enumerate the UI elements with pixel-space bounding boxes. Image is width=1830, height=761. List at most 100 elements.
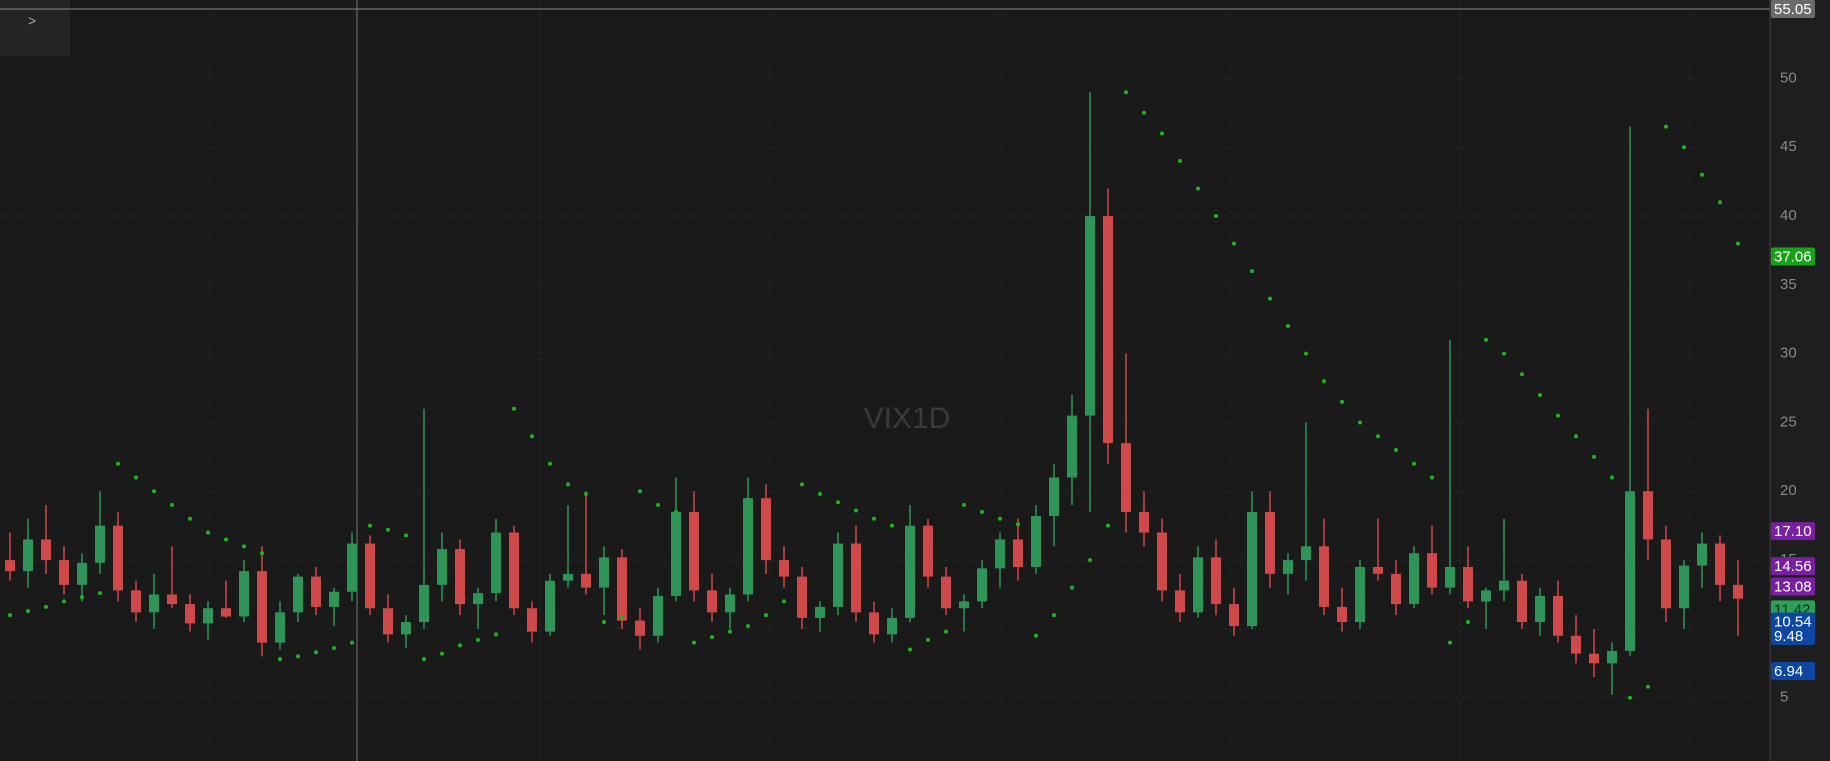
sar-dot	[1268, 296, 1272, 301]
price-tag	[1771, 577, 1815, 596]
sar-dot	[944, 629, 948, 634]
sar-dot	[1484, 337, 1488, 342]
sar-dot	[692, 640, 696, 645]
candle-body	[491, 532, 501, 594]
candle-body	[455, 549, 465, 605]
sar-dot	[512, 406, 516, 411]
sar-dot	[962, 503, 966, 508]
sar-dot	[566, 482, 570, 487]
candle-body	[1067, 415, 1077, 478]
candle-body	[1463, 566, 1473, 602]
candle-body	[77, 562, 87, 585]
sar-dot	[1430, 475, 1434, 480]
sar-dot	[1394, 447, 1398, 452]
candle-body	[1211, 557, 1221, 605]
candle-body	[1121, 443, 1131, 512]
candle-body	[779, 560, 789, 577]
candle-body	[509, 532, 519, 609]
sar-dot	[1196, 186, 1200, 191]
sar-dot	[1304, 351, 1308, 356]
sar-dot	[548, 461, 552, 466]
y-tick-label: 40	[1780, 207, 1797, 224]
candle-body	[959, 601, 969, 609]
sar-dot	[836, 500, 840, 505]
sar-dot	[1646, 684, 1650, 689]
candle-body	[1697, 543, 1707, 566]
candle-body	[113, 525, 123, 591]
y-tick-label: 30	[1780, 345, 1797, 362]
sar-dot	[1250, 269, 1254, 274]
sar-dot	[1412, 461, 1416, 466]
sar-dot	[656, 503, 660, 508]
sar-dot	[494, 632, 498, 637]
candle-body	[5, 560, 15, 572]
sar-dot	[404, 533, 408, 538]
candle-body	[1283, 560, 1293, 574]
sar-dot	[44, 604, 48, 609]
sar-dot	[1700, 172, 1704, 177]
candle-body	[995, 539, 1005, 569]
sar-dot	[278, 657, 282, 662]
candle-body	[167, 594, 177, 605]
candle-body	[293, 576, 303, 613]
candle-body	[1661, 539, 1671, 609]
candle-body	[1517, 580, 1527, 623]
candle-body	[401, 622, 411, 635]
candle-body	[221, 608, 231, 617]
panel-toggle-label[interactable]: >	[28, 13, 36, 29]
candle-body	[59, 560, 69, 585]
price-tag	[1771, 247, 1815, 266]
candle-body	[869, 612, 879, 635]
sar-dot	[188, 516, 192, 521]
price-tag-label: 17.10	[1774, 523, 1812, 540]
sar-dot	[1718, 200, 1722, 205]
sar-dot	[1088, 558, 1092, 563]
candle-body	[1445, 566, 1455, 588]
candle-body	[905, 525, 915, 618]
candle-body	[1589, 653, 1599, 664]
y-tick-label: 45	[1780, 138, 1797, 155]
candle-body	[1049, 477, 1059, 517]
sar-dot	[1664, 124, 1668, 129]
y-tick-label: 5	[1780, 689, 1788, 706]
sar-dot	[1520, 372, 1524, 377]
sar-dot	[1286, 324, 1290, 329]
sar-dot	[1178, 159, 1182, 164]
sar-dot	[1628, 695, 1632, 700]
candle-body	[149, 594, 159, 613]
candle-body	[635, 620, 645, 636]
candle-body	[671, 511, 681, 596]
candle-body	[563, 573, 573, 581]
candle-body	[527, 608, 537, 632]
price-tag-label: 9.48	[1774, 628, 1803, 645]
sar-dot	[1322, 379, 1326, 384]
sar-dot	[1160, 131, 1164, 136]
candle-body	[1193, 557, 1203, 613]
candle-body	[1553, 595, 1563, 636]
sar-dot	[1106, 523, 1110, 528]
sar-dot	[98, 591, 102, 596]
sar-dot	[584, 492, 588, 497]
candle-body	[419, 584, 429, 623]
candle-body	[1571, 635, 1581, 654]
sar-dot	[62, 599, 66, 604]
price-tag-label: 37.06	[1774, 248, 1812, 265]
sar-dot	[908, 647, 912, 652]
sar-dot	[422, 657, 426, 662]
sar-dot	[440, 651, 444, 656]
candle-body	[239, 571, 249, 617]
candle-body	[1733, 584, 1743, 599]
candle-body	[815, 606, 825, 618]
candle-body	[1409, 553, 1419, 605]
sar-dot	[314, 650, 318, 655]
candle-body	[1391, 573, 1401, 605]
candle-body	[1301, 546, 1311, 561]
sar-dot	[1736, 241, 1740, 246]
candle-body	[1481, 590, 1491, 602]
sar-dot	[134, 475, 138, 480]
sar-dot	[782, 599, 786, 604]
sar-dot	[1574, 434, 1578, 439]
candle-body	[707, 590, 717, 613]
